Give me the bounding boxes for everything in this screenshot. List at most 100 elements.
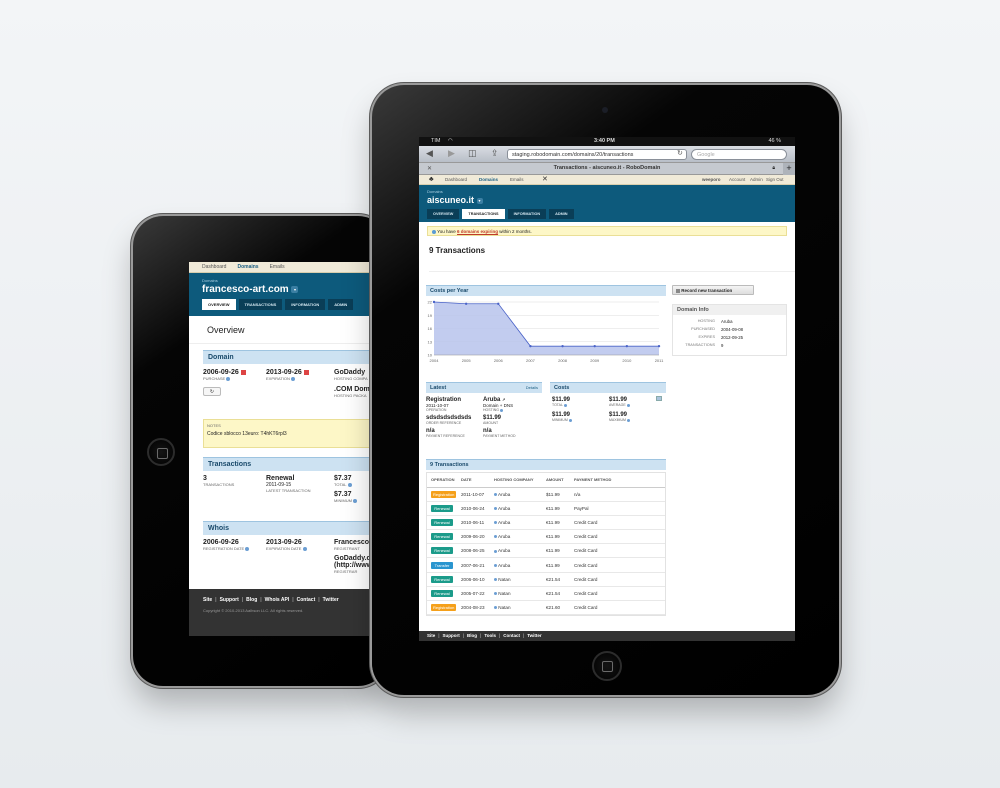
tablet-front: TIM ◠ 3:40 PM 46 % ◀ ▶ ◫ ⇪ staging.robod… (372, 85, 839, 695)
col-payment[interactable]: PAYMENT METHOD (574, 473, 665, 488)
dropdown-icon[interactable]: ▾ (291, 285, 299, 293)
breadcrumb[interactable]: Domains (202, 278, 218, 283)
table-row[interactable]: Renewal 2005-07-22 Natan €21.54 Credit Card (427, 586, 665, 602)
row-payment: Credit Card (574, 572, 665, 587)
table-row[interactable]: Renewal 2008-06-25 Aruba €11.99 Credit Card (427, 543, 665, 559)
table-row[interactable]: Renewal 2010-06-24 Aruba €11.99 PayPal (427, 501, 665, 516)
record-transaction-button[interactable]: Record new transaction (672, 285, 754, 295)
table-row[interactable]: Registration 2004-08-23 Natan €21.60 Credit… (427, 600, 665, 616)
col-amount[interactable]: AMOUNT (546, 473, 574, 488)
latest-label: LATEST TRANSACTION (266, 488, 311, 493)
operation-badge[interactable]: Renewal (431, 547, 453, 555)
operation-badge[interactable]: Renewal (431, 589, 453, 597)
tab-information[interactable]: INFORMATION (507, 209, 547, 219)
operation-badge[interactable]: Renewal (431, 518, 453, 526)
back-icon[interactable]: ◀ (426, 148, 433, 158)
operation-badge[interactable]: Renewal (431, 575, 453, 583)
nav-signout[interactable]: Sign Out (766, 177, 784, 182)
table-header-row: OPERATION DATE HOSTING COMPANY AMOUNT PA… (427, 473, 665, 488)
footer-link-twitter[interactable]: Twitter (527, 633, 542, 638)
tab-information[interactable]: INFORMATION (285, 299, 326, 310)
domain-tabs: OVERVIEW TRANSACTIONS INFORMATION ADMIN (427, 209, 787, 219)
footer-link-site[interactable]: Site (427, 633, 436, 638)
col-hosting[interactable]: HOSTING COMPANY (494, 473, 546, 488)
new-tab-icon[interactable]: + (783, 163, 795, 175)
operation-badge[interactable]: Registration (431, 490, 457, 498)
domain-header: Domains francesco-art.com ▾ OVERVIEW TRA… (189, 273, 374, 316)
operation-badge[interactable]: Renewal (431, 533, 453, 541)
footer-link-blog[interactable]: Blog (246, 597, 258, 603)
latest-amount: $11.99 (483, 415, 502, 421)
col-operation[interactable]: OPERATION (427, 473, 461, 488)
separator: | (260, 597, 262, 603)
footer-link-site[interactable]: Site (203, 597, 213, 603)
nav-dashboard[interactable]: Dashboard (202, 264, 227, 270)
user-name[interactable]: weeporo (702, 177, 721, 182)
total-label-text: TOTAL (334, 482, 347, 487)
forward-icon[interactable]: ▶ (448, 148, 455, 158)
footer-link-support[interactable]: Support (442, 633, 460, 638)
table-row[interactable]: Renewal 2010-06-11 Aruba €11.99 Credit Card (427, 515, 665, 531)
reload-icon[interactable]: ↻ (677, 150, 683, 157)
row-payment: Credit Card (574, 586, 665, 602)
tab-overview[interactable]: OVERVIEW (202, 299, 236, 310)
chart-toggle-icon[interactable] (656, 396, 662, 401)
table-row[interactable]: Renewal 2006-06-10 Natan €21.54 Credit Card (427, 572, 665, 587)
nav-domains[interactable]: Domains (479, 177, 499, 182)
operation-badge[interactable]: Renewal (431, 504, 453, 512)
url-text: staging.robodomain.com/domains/20/transa… (512, 152, 634, 158)
operation-badge[interactable]: Registration (431, 604, 457, 612)
breadcrumb[interactable]: Domains (427, 189, 443, 194)
footer-link-support[interactable]: Support (219, 597, 239, 603)
separator: | (523, 633, 525, 638)
nav-emails[interactable]: Emails (510, 177, 524, 182)
tab-overview[interactable]: OVERVIEW (427, 209, 460, 219)
footer-link-twitter[interactable]: Twitter (322, 597, 339, 603)
footer-link-blog[interactable]: Blog (467, 633, 478, 638)
alert-link[interactable]: 6 domains expiring (457, 229, 499, 234)
nav-domains[interactable]: Domains (237, 264, 259, 270)
url-field[interactable]: staging.robodomain.com/domains/20/transa… (507, 149, 687, 160)
nav-dashboard[interactable]: Dashboard (445, 177, 468, 182)
details-link[interactable]: Details (525, 385, 538, 390)
table-row[interactable]: Transfer 2007-06-21 Aruba €11.99 Credit Car… (427, 557, 665, 573)
external-link-icon[interactable]: ↗ (502, 397, 506, 402)
refresh-button[interactable]: ↻ (203, 387, 221, 396)
whois-registrar-url[interactable]: (http://www. (334, 562, 374, 569)
info-icon (494, 606, 497, 610)
whois-exp-date: 2013-09-26 (266, 539, 302, 546)
nav-admin[interactable]: Admin (750, 177, 763, 182)
separator: | (292, 597, 294, 603)
latest-op: Registration (426, 397, 462, 403)
close-tab-icon[interactable]: ✕ (427, 166, 433, 172)
search-field[interactable]: Google (691, 149, 787, 160)
bookmarks-icon[interactable]: ◫ (468, 148, 477, 158)
row-amount: $11.99 (546, 487, 574, 502)
operation-badge[interactable]: Transfer (431, 561, 453, 569)
table-row[interactable]: Renewal 2009-06-20 Aruba €11.99 Credit Card (427, 529, 665, 545)
nav-emails[interactable]: Emails (269, 264, 285, 270)
footer-link-contact[interactable]: Contact (296, 597, 316, 603)
col-date[interactable]: DATE (461, 473, 494, 488)
info-icon (494, 578, 497, 581)
row-date: 2009-06-20 (461, 529, 494, 545)
expiration-label: EXPIRATION (266, 376, 309, 381)
tab-admin[interactable]: ADMIN (328, 299, 354, 310)
table-row[interactable]: Registration 2011-10-07 Aruba $11.99 n/a (427, 487, 665, 502)
page-title: Overview (189, 316, 374, 344)
share-icon[interactable]: ⇪ (491, 148, 499, 158)
tab-transactions[interactable]: TRANSACTIONS (462, 209, 505, 219)
home-button[interactable] (147, 438, 175, 466)
footer-link-tools[interactable]: Tools (484, 633, 496, 638)
tools-icon[interactable]: ✕ (542, 176, 548, 183)
dropdown-icon[interactable]: ▾ (476, 197, 483, 204)
footer-link-contact[interactable]: Contact (503, 633, 520, 638)
tab-admin[interactable]: ADMIN (549, 209, 574, 219)
latest-date: 2011-10-07 (426, 403, 449, 408)
nav-account[interactable]: Account (729, 177, 746, 182)
home-button[interactable] (592, 651, 622, 681)
browser-tab-title[interactable]: Transactions - aiscuneo.it - RoboDomain (553, 165, 661, 171)
footer-link-whois-api[interactable]: Whois API (264, 597, 290, 603)
robot-icon[interactable]: ♣ (429, 176, 434, 183)
tab-transactions[interactable]: TRANSACTIONS (238, 299, 283, 310)
